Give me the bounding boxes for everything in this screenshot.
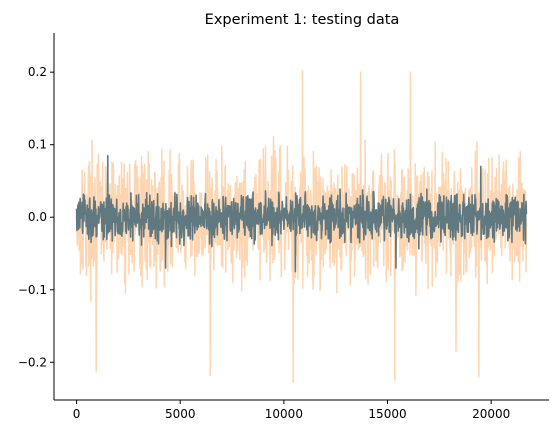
x-tick-label: 5000	[165, 407, 196, 421]
x-tick-label: 20000	[472, 407, 510, 421]
y-tick-label: −0.2	[18, 355, 47, 369]
series-line-2	[75, 154, 528, 273]
chart-title: Experiment 1: testing data	[205, 12, 400, 28]
y-tick-label: 0.0	[28, 210, 47, 224]
y-tick-label: −0.1	[18, 283, 47, 297]
x-tick-label: 10000	[265, 407, 303, 421]
series-layer	[75, 69, 528, 384]
x-tick-label: 0	[73, 407, 81, 421]
axes-layer: 0 5000 10000 15000 20000 −0.2 −0.1 0.0 0.1 0.2	[18, 33, 549, 421]
x-tick-label: 15000	[368, 407, 406, 421]
y-tick-label: 0.2	[28, 65, 47, 79]
y-tick-label: 0.1	[28, 138, 47, 152]
